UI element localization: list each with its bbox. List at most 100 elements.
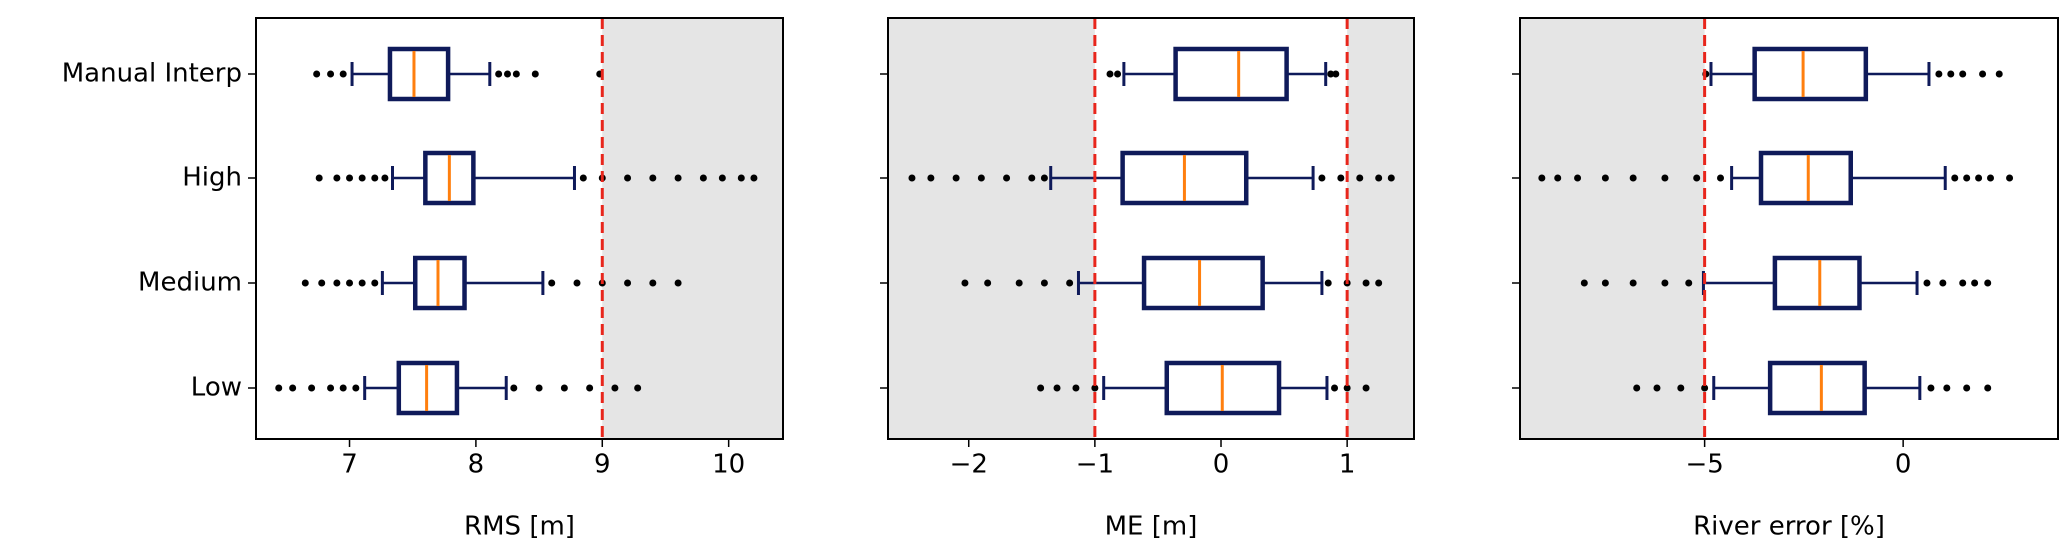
x-axis-label: RMS [m] bbox=[464, 512, 575, 542]
flier bbox=[301, 279, 309, 287]
flier bbox=[346, 279, 354, 287]
flier bbox=[510, 384, 518, 392]
flier bbox=[1053, 384, 1061, 392]
flier bbox=[1003, 174, 1011, 182]
flier bbox=[1601, 279, 1609, 287]
flier bbox=[1984, 384, 1992, 392]
x-tick-label: 9 bbox=[594, 450, 611, 480]
flier bbox=[624, 174, 632, 182]
flier bbox=[1959, 279, 1967, 287]
flier bbox=[1951, 174, 1959, 182]
flier bbox=[1661, 279, 1669, 287]
flier bbox=[1963, 384, 1971, 392]
flier bbox=[1028, 174, 1036, 182]
flier bbox=[1387, 174, 1395, 182]
x-tick-label: −1 bbox=[1076, 450, 1114, 480]
flier bbox=[1677, 384, 1685, 392]
flier bbox=[984, 279, 992, 287]
flier bbox=[275, 384, 283, 392]
flier bbox=[531, 70, 539, 78]
x-tick-label: 8 bbox=[468, 450, 485, 480]
flier bbox=[1971, 279, 1979, 287]
flier bbox=[371, 174, 379, 182]
flier bbox=[1995, 70, 2003, 78]
flier bbox=[346, 174, 354, 182]
flier bbox=[699, 174, 707, 182]
flier bbox=[358, 174, 366, 182]
flier bbox=[750, 174, 758, 182]
flier bbox=[1979, 70, 1987, 78]
flier bbox=[1554, 174, 1562, 182]
flier bbox=[1091, 384, 1099, 392]
flier bbox=[1538, 174, 1546, 182]
flier bbox=[333, 174, 341, 182]
flier bbox=[1923, 279, 1931, 287]
flier bbox=[333, 279, 341, 287]
flier bbox=[634, 384, 642, 392]
y-tick-label: Medium bbox=[138, 268, 242, 298]
flier bbox=[1332, 70, 1340, 78]
flier bbox=[512, 70, 520, 78]
shaded-region bbox=[602, 18, 783, 439]
x-tick-label: −5 bbox=[1685, 450, 1723, 480]
flier bbox=[977, 174, 985, 182]
flier bbox=[1072, 384, 1080, 392]
x-tick-label: −2 bbox=[950, 450, 988, 480]
flier bbox=[358, 279, 366, 287]
flier bbox=[952, 174, 960, 182]
x-tick-label: 7 bbox=[341, 450, 358, 480]
flier bbox=[1685, 279, 1693, 287]
flier bbox=[649, 279, 657, 287]
flier bbox=[737, 174, 745, 182]
flier bbox=[1327, 70, 1335, 78]
shaded-region bbox=[1520, 18, 1705, 439]
box bbox=[396, 360, 460, 416]
flier bbox=[1580, 279, 1588, 287]
flier bbox=[624, 279, 632, 287]
flier bbox=[1629, 279, 1637, 287]
flier bbox=[503, 70, 511, 78]
flier bbox=[674, 174, 682, 182]
x-axis-label: River error [%] bbox=[1693, 512, 1885, 542]
flier bbox=[1040, 174, 1048, 182]
box bbox=[412, 255, 467, 311]
flier bbox=[1362, 384, 1370, 392]
flier bbox=[586, 384, 594, 392]
x-tick-label: 0 bbox=[1213, 450, 1230, 480]
box bbox=[1141, 255, 1265, 311]
x-axis-label: ME [m] bbox=[1105, 512, 1198, 542]
x-tick-label: 0 bbox=[1895, 450, 1912, 480]
axes-frame bbox=[1519, 17, 2059, 440]
flier bbox=[611, 384, 619, 392]
flier bbox=[1653, 384, 1661, 392]
flier bbox=[1959, 70, 1967, 78]
flier bbox=[1362, 279, 1370, 287]
flier bbox=[560, 384, 568, 392]
flier bbox=[1701, 384, 1709, 392]
flier bbox=[1943, 384, 1951, 392]
flier bbox=[1984, 279, 1992, 287]
flier bbox=[1601, 174, 1609, 182]
flier bbox=[327, 70, 335, 78]
axes-frame bbox=[887, 17, 1415, 440]
flier bbox=[339, 70, 347, 78]
flier bbox=[1375, 279, 1383, 287]
flier bbox=[908, 174, 916, 182]
flier bbox=[1939, 279, 1947, 287]
flier bbox=[318, 279, 326, 287]
y-tick-label: High bbox=[182, 163, 242, 193]
flier bbox=[1318, 174, 1326, 182]
flier bbox=[1927, 384, 1935, 392]
axes-frame bbox=[255, 17, 784, 440]
flier bbox=[1331, 384, 1339, 392]
flier bbox=[1975, 174, 1983, 182]
y-tick-label: Low bbox=[191, 373, 242, 403]
y-tick-label: Manual Interp bbox=[62, 59, 242, 89]
flier bbox=[1717, 174, 1725, 182]
flier bbox=[1629, 174, 1637, 182]
flier bbox=[2006, 174, 2014, 182]
flier bbox=[573, 279, 581, 287]
flier bbox=[371, 279, 379, 287]
flier bbox=[1066, 279, 1074, 287]
